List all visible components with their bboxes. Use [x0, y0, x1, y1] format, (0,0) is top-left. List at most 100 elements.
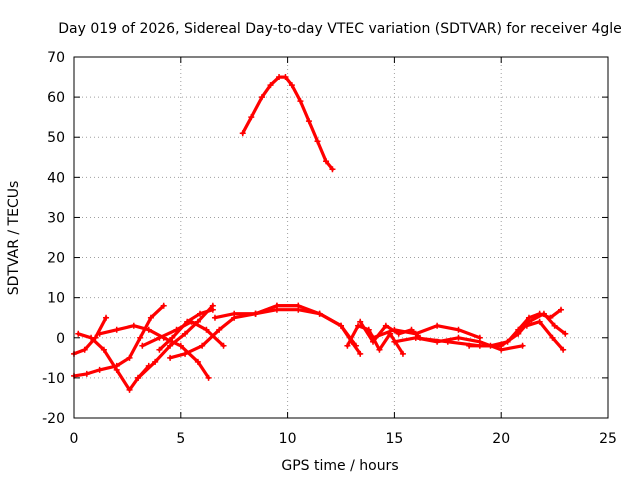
- x-tick-label: 0: [70, 431, 79, 447]
- data-point: [344, 342, 351, 349]
- data-point: [297, 98, 304, 105]
- data-point: [81, 346, 88, 353]
- x-tick-label: 5: [176, 431, 185, 447]
- data-point: [182, 330, 189, 337]
- data-point: [562, 330, 569, 337]
- y-tick-label: 10: [47, 291, 65, 307]
- y-tick-label: -20: [42, 411, 65, 427]
- series-line: [525, 320, 565, 352]
- data-point: [252, 310, 259, 317]
- data-point: [203, 326, 210, 333]
- data-point: [382, 322, 389, 329]
- data-point: [487, 342, 494, 349]
- series-arc-11: [252, 302, 359, 349]
- data-point: [194, 358, 201, 365]
- data-point: [197, 310, 204, 317]
- data-point: [314, 138, 321, 145]
- data-point: [558, 306, 565, 313]
- data-point: [152, 358, 159, 365]
- data-point: [220, 342, 227, 349]
- data-point: [130, 322, 137, 329]
- series-arc-08: [156, 306, 216, 353]
- data-point: [305, 118, 312, 125]
- data-point: [515, 326, 522, 333]
- data-point: [156, 334, 163, 341]
- data-point: [75, 330, 82, 337]
- x-tick-label: 15: [385, 431, 403, 447]
- data-point: [295, 302, 302, 309]
- chart-title: Day 019 of 2026, Sidereal Day-to-day VTE…: [58, 21, 622, 37]
- data-point: [357, 318, 364, 325]
- data-point: [248, 114, 255, 121]
- data-point: [323, 158, 330, 165]
- data-point: [209, 306, 216, 313]
- series-arc-04: [71, 314, 110, 357]
- data-point: [199, 342, 206, 349]
- data-point: [523, 322, 530, 329]
- y-tick-label: -10: [42, 371, 65, 387]
- series-line: [254, 304, 358, 348]
- data-point: [376, 346, 383, 353]
- series-line: [72, 316, 108, 356]
- data-point: [412, 334, 419, 341]
- y-tick-label: 0: [56, 331, 65, 347]
- tick-layer: -20 -10 0 10 20 30 40 50 60 70 0 5 10 15 20 25: [42, 50, 617, 447]
- data-point: [139, 342, 146, 349]
- data-point: [126, 386, 133, 393]
- y-tick-label: 50: [47, 130, 65, 146]
- data-point: [504, 338, 511, 345]
- y-tick-label: 60: [47, 90, 65, 106]
- data-point: [370, 334, 377, 341]
- data-point: [355, 322, 362, 329]
- y-tick-label: 70: [47, 50, 65, 66]
- data-point: [147, 314, 154, 321]
- data-point: [184, 318, 191, 325]
- series-arc-18: [523, 318, 567, 353]
- data-point: [357, 350, 364, 357]
- series-line: [371, 324, 482, 340]
- y-tick-label: 20: [47, 251, 65, 267]
- data-point: [391, 326, 398, 333]
- series-arc-02: [71, 302, 167, 379]
- data-point: [525, 314, 532, 321]
- data-point: [100, 346, 107, 353]
- data-point: [167, 342, 174, 349]
- series-arc-17: [466, 306, 565, 349]
- data-point: [135, 374, 142, 381]
- series-line: [241, 75, 335, 171]
- data-point: [519, 342, 526, 349]
- data-point: [96, 366, 103, 373]
- series-arc-05: [96, 322, 212, 381]
- data-point: [352, 342, 359, 349]
- data-point: [96, 330, 103, 337]
- data-point: [276, 74, 283, 81]
- data-point: [316, 310, 323, 317]
- data-point: [560, 346, 567, 353]
- data-point: [177, 342, 184, 349]
- data-point: [455, 334, 462, 341]
- data-point: [205, 374, 212, 381]
- y-axis-label: SDTVAR / TECUs: [6, 181, 22, 296]
- data-point: [113, 366, 120, 373]
- y-tick-label: 40: [47, 170, 65, 186]
- data-point: [216, 326, 223, 333]
- data-point: [239, 130, 246, 137]
- data-point: [434, 322, 441, 329]
- data-point: [536, 310, 543, 317]
- data-point: [444, 338, 451, 345]
- x-tick-label: 10: [279, 431, 297, 447]
- data-point: [258, 94, 265, 101]
- data-point: [338, 322, 344, 329]
- data-point: [160, 302, 167, 309]
- series-arc-01: [239, 74, 336, 173]
- data-point: [169, 334, 176, 341]
- data-point: [145, 326, 152, 333]
- data-point: [211, 314, 218, 321]
- data-point: [126, 354, 133, 361]
- data-point: [273, 302, 280, 309]
- data-point: [288, 82, 295, 89]
- data-point: [329, 166, 336, 173]
- data-point: [391, 338, 398, 345]
